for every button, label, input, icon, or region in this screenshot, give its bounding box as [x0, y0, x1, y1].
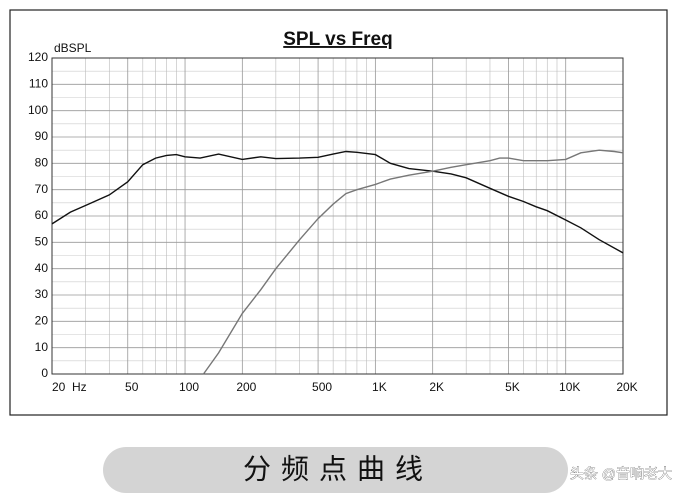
- x-tick-label: 10K: [559, 380, 580, 394]
- grid: 0 10 20 30 40 50 60 70 80 90 100 110 120 20 Hz 50 100 20…: [28, 50, 638, 394]
- y-tick-label: 80: [35, 156, 49, 170]
- x-tick-label: 1K: [372, 380, 387, 394]
- y-tick-label: 50: [35, 235, 49, 249]
- caption: 分频点曲线: [243, 453, 433, 484]
- y-tick-label: 100: [28, 103, 48, 117]
- y-tick-label: 70: [35, 182, 49, 196]
- x-tick-label: 20 Hz: [52, 380, 87, 394]
- y-tick-label: 30: [35, 287, 49, 301]
- y-tick-label: 10: [35, 340, 49, 354]
- y-axis-label: dBSPL: [54, 41, 92, 55]
- y-tick-label: 0: [41, 366, 48, 380]
- x-tick-label: 5K: [505, 380, 520, 394]
- y-tick-label: 120: [28, 50, 48, 64]
- y-tick-label: 40: [35, 261, 49, 275]
- x-tick-label: 20K: [616, 380, 637, 394]
- x-tick-label: 2K: [429, 380, 444, 394]
- y-tick-label: 60: [35, 208, 49, 222]
- x-tick-label: 500: [312, 380, 332, 394]
- chart-title: SPL vs Freq: [283, 29, 392, 50]
- series-line: [51, 150, 624, 254]
- frame: [9, 9, 668, 416]
- series-line: [202, 149, 624, 375]
- caption-box: [103, 447, 568, 493]
- x-tick-label: 100: [179, 380, 199, 394]
- plot-border: [51, 57, 624, 375]
- y-tick-label: 20: [35, 314, 49, 328]
- y-tick-label: 90: [35, 129, 49, 143]
- x-tick-label: 50: [125, 380, 139, 394]
- watermark: 头条 @音响老大: [570, 466, 672, 482]
- x-tick-label: 200: [236, 380, 256, 394]
- plot: [51, 149, 624, 375]
- y-tick-label: 110: [29, 77, 48, 91]
